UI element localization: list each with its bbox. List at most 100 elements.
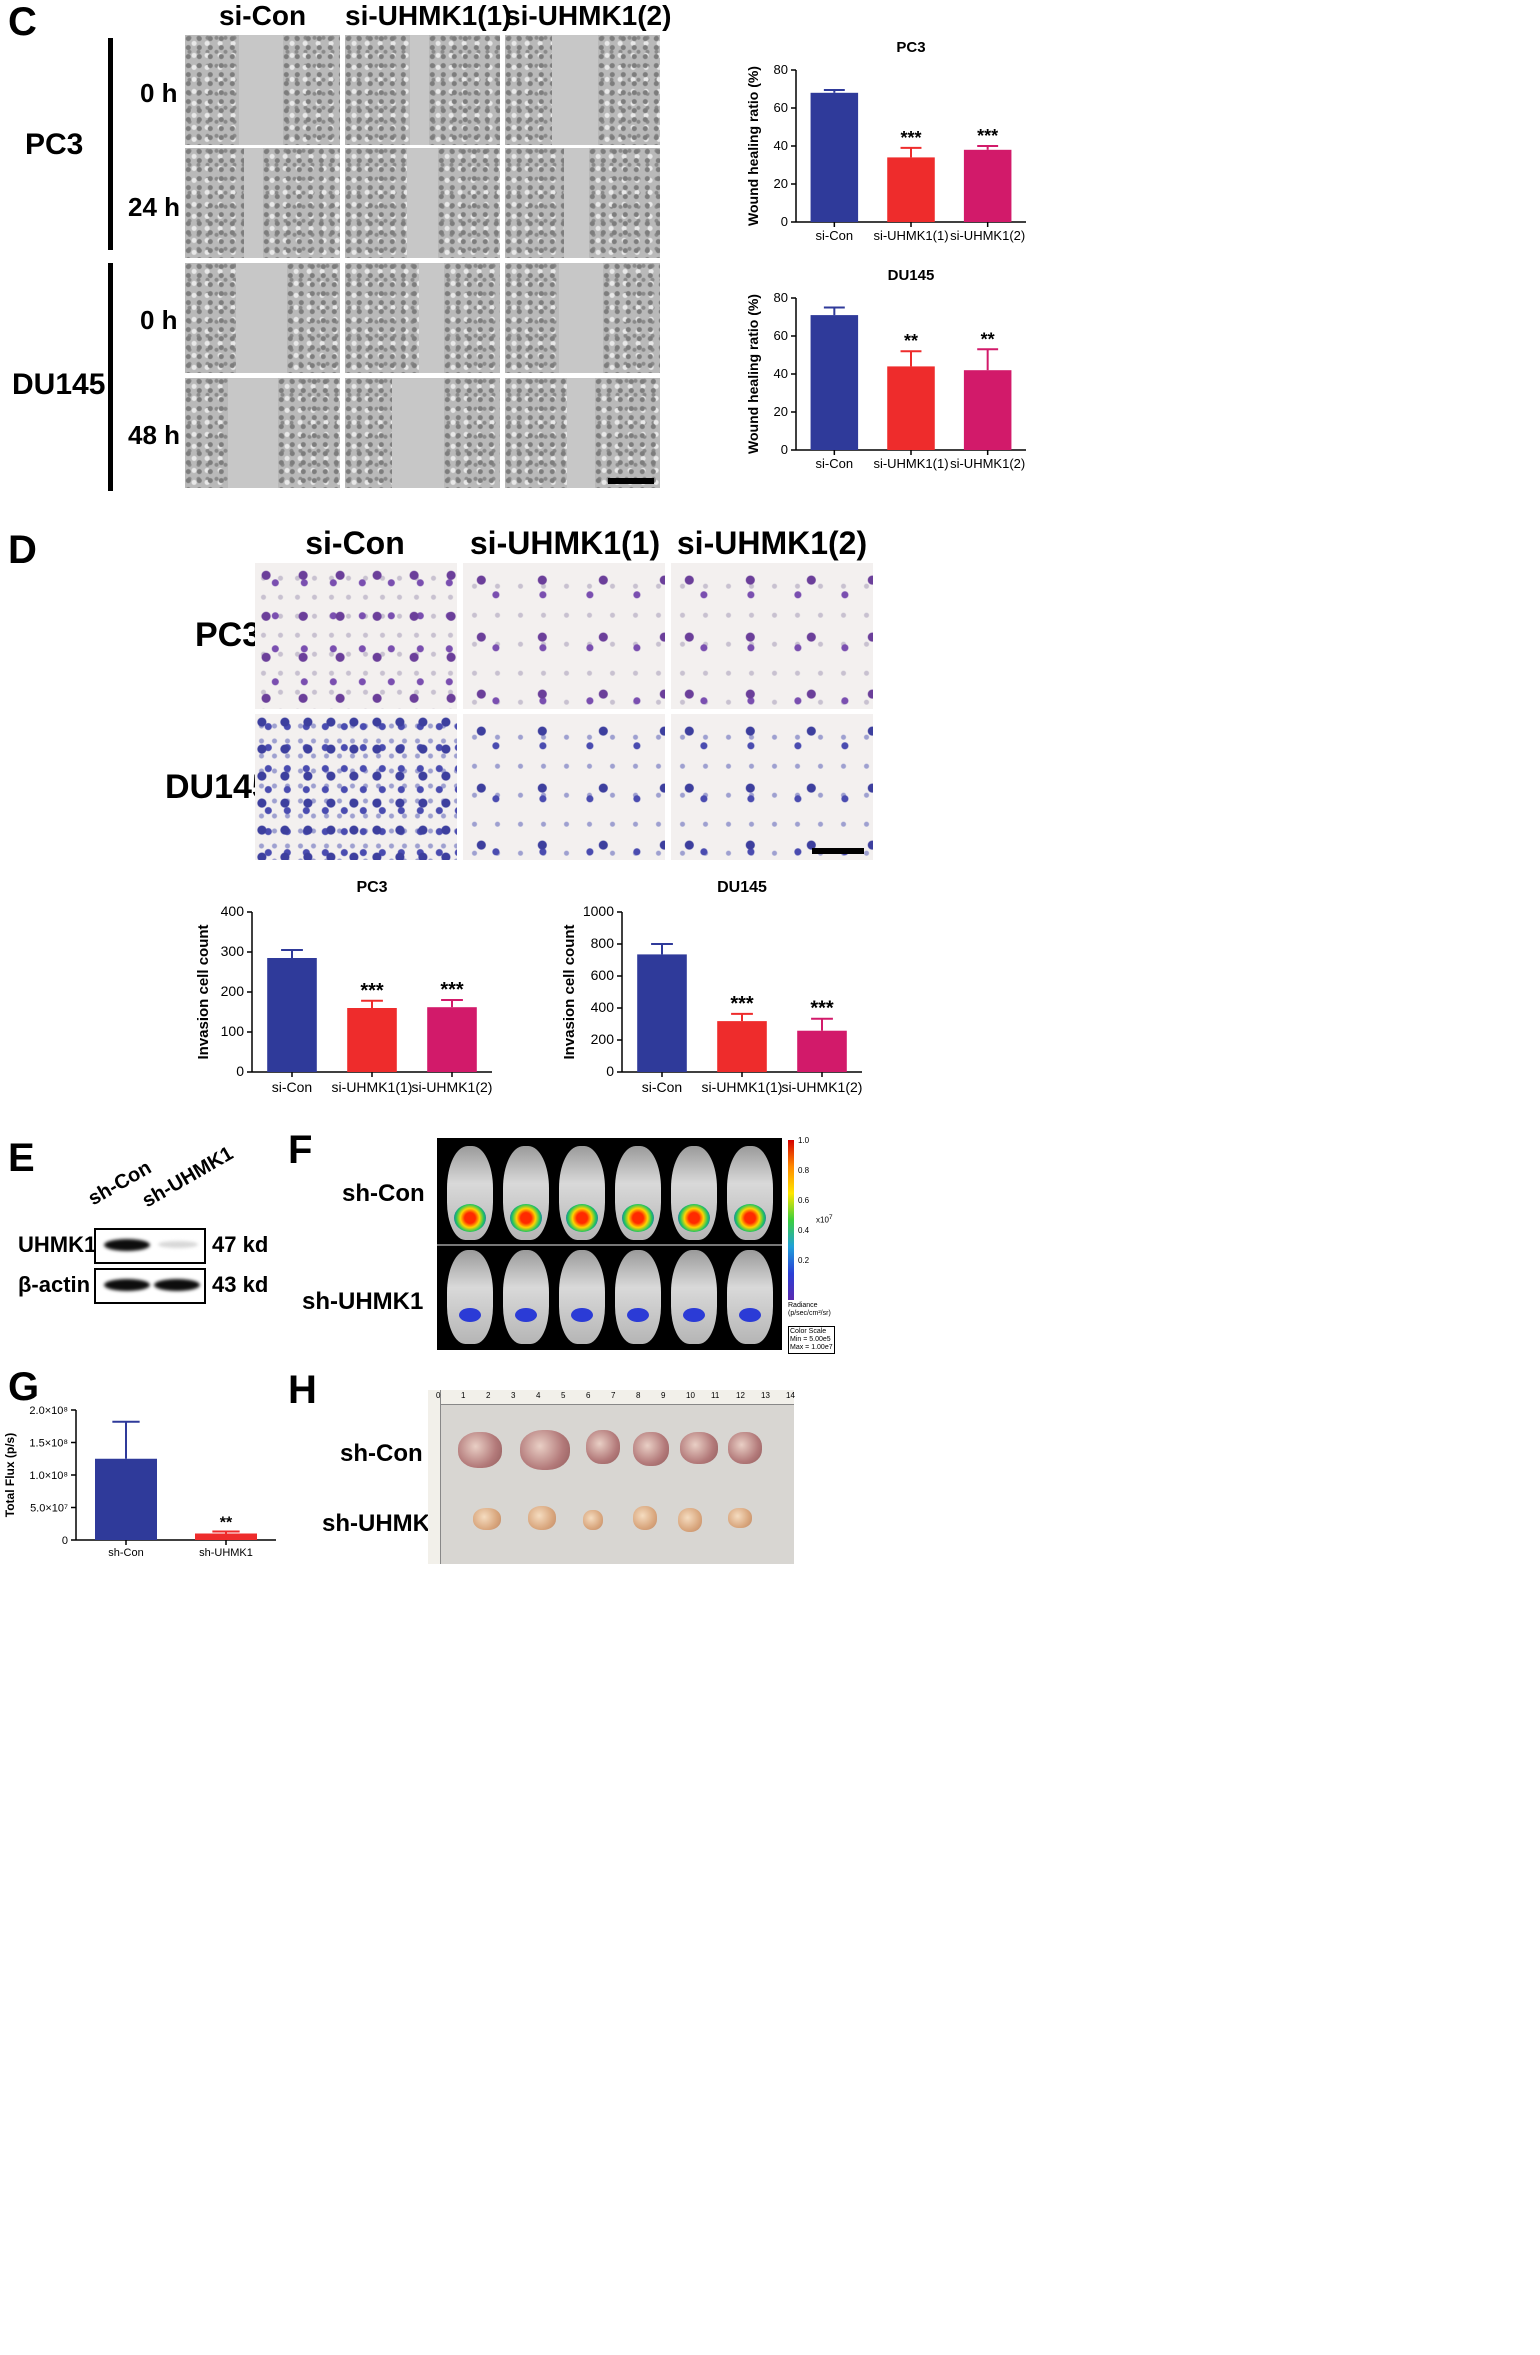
significance-mark: *** <box>900 128 921 148</box>
blot-size-actin: 43 kd <box>212 1272 269 1297</box>
wound-image-du145-0h-si-uhmk1-1 <box>345 263 500 373</box>
tumor-signal-strong <box>510 1204 542 1232</box>
colorbar-tick-label: 1.0 <box>798 1136 810 1145</box>
blot-protein-uhmk1: UHMK1 <box>18 1232 97 1257</box>
ruler-number: 9 <box>661 1391 666 1400</box>
tumor-sh-con <box>633 1432 669 1466</box>
tumor-sh-con <box>728 1432 762 1464</box>
wound-image-du145-48h-si-uhmk1-1 <box>345 378 500 488</box>
ruler-number: 5 <box>561 1391 566 1400</box>
wound-col-header-si-uhmk1-2: si-UHMK1(2) <box>505 0 672 31</box>
mouse-sh-uhmk1 <box>503 1250 549 1344</box>
y-axis-label: Invasion cell count <box>195 924 212 1059</box>
bar-si-Con <box>637 954 687 1072</box>
tumor-signal-weak <box>515 1308 537 1322</box>
x-tick-label: si-UHMK1(2) <box>412 1079 493 1095</box>
blot-actin-strip <box>94 1268 206 1304</box>
tumor-sh-uhmk1 <box>633 1506 657 1530</box>
y-tick-label: 1.5×10⁸ <box>29 1438 68 1450</box>
color-scale-box: Color Scale Min = 5.00e5 Max = 1.00e7 <box>788 1326 835 1354</box>
y-tick-label: 0 <box>781 214 788 229</box>
chart-title: PC3 <box>896 39 925 56</box>
y-tick-label: 0 <box>606 1063 614 1079</box>
bar-sh-Con <box>95 1458 157 1540</box>
y-tick-label: 60 <box>774 328 788 343</box>
y-axis-label: Wound healing ratio (%) <box>745 66 761 226</box>
y-axis-label: Wound healing ratio (%) <box>745 294 761 454</box>
colorbar-tick-label: 0.2 <box>798 1256 810 1265</box>
chart-wound-pc3: PC3 Wound healing ratio (%) 0 20 40 60 80 si-Co… <box>745 39 1026 243</box>
wound-col-header-si-con: si-Con <box>218 0 307 31</box>
bioluminescence-image-panel <box>437 1138 782 1350</box>
tumor-signal-weak <box>459 1308 481 1322</box>
tumor-ruler-photo: 0 1 2 3 4 5 6 7 8 9 10 11 12 13 14 <box>428 1390 795 1564</box>
y-tick-label: 20 <box>774 404 788 419</box>
y-tick-label: 0 <box>236 1063 244 1079</box>
mouse-sh-uhmk1 <box>615 1250 661 1344</box>
time-label-du145-48h: 48 h <box>128 420 181 450</box>
tumor-sh-uhmk1 <box>678 1508 702 1532</box>
time-label-du145-0h: 0 h <box>140 305 178 335</box>
blot-size-uhmk1: 47 kd <box>212 1232 269 1257</box>
y-tick-label: 5.0×10⁷ <box>30 1503 68 1515</box>
colorbar-tick-label: 0.6 <box>798 1196 810 1205</box>
tumor-signal-strong <box>454 1204 486 1232</box>
tumor-sh-uhmk1 <box>528 1506 556 1530</box>
x-tick-label: sh-UHMK1 <box>199 1547 253 1559</box>
tumor-signal-strong <box>678 1204 710 1232</box>
ruler-number: 2 <box>486 1391 491 1400</box>
y-tick-label: 800 <box>591 935 615 951</box>
x-tick-label: si-UHMK1(2) <box>950 456 1025 471</box>
time-label-pc3-24h: 24 h <box>128 192 181 222</box>
tumor-row-label-sh-uhmk1: sh-UHMK1 <box>322 1510 444 1537</box>
wound-row-label-pc3: PC3 <box>25 128 84 161</box>
imaging-row-divider <box>437 1244 782 1246</box>
x-tick-label: si-Con <box>816 456 854 471</box>
y-tick-label: 400 <box>221 903 245 919</box>
pc3-bracket-line <box>108 38 113 250</box>
y-tick-label: 2.0×10⁸ <box>29 1405 68 1417</box>
bar-si-UHMK1(1) <box>347 1008 397 1072</box>
x-tick-label: si-UHMK1(1) <box>332 1079 413 1095</box>
significance-mark: ** <box>904 331 918 351</box>
x-tick-label: si-UHMK1(1) <box>873 456 948 471</box>
significance-mark: *** <box>977 126 998 146</box>
bar-si-UHMK1(1) <box>887 366 935 450</box>
tumor-signal-weak <box>627 1308 649 1322</box>
imaging-row-label-sh-con: sh-Con <box>342 1180 425 1207</box>
tumor-sh-con <box>520 1430 570 1470</box>
x-tick-label: si-UHMK1(2) <box>950 228 1025 243</box>
wound-image-pc3-0h-si-con <box>185 35 340 145</box>
blot-protein-beta-actin: β-actin <box>18 1272 91 1297</box>
y-tick-label: 300 <box>221 943 245 959</box>
ruler-number: 11 <box>711 1391 720 1400</box>
mouse-sh-uhmk1 <box>447 1250 493 1344</box>
invasion-col-header-si-con: si-Con <box>305 525 405 561</box>
x-tick-label: si-UHMK1(1) <box>702 1079 783 1095</box>
y-tick-label: 40 <box>774 138 788 153</box>
transwell-pc3-si-con <box>255 563 457 709</box>
chart-wound-du145: DU145 Wound healing ratio (%) 0 20 40 60 80 si-… <box>745 267 1026 471</box>
imaging-row-label-sh-uhmk1: sh-UHMK1 <box>302 1288 424 1315</box>
transwell-pc3-si-uhmk1-2 <box>671 563 873 709</box>
blot-band-uhmk1-sh-uhmk1 <box>158 1241 198 1248</box>
mouse-sh-uhmk1 <box>559 1250 605 1344</box>
bar-si-UHMK1(2) <box>963 149 1012 222</box>
y-tick-label: 200 <box>221 983 245 999</box>
y-axis-label: Invasion cell count <box>561 924 578 1059</box>
invasion-scale-bar <box>812 848 864 854</box>
x-tick-label: si-Con <box>816 228 854 243</box>
tumor-signal-strong <box>566 1204 598 1232</box>
ruler-number: 6 <box>586 1391 591 1400</box>
y-tick-label: 40 <box>774 366 788 381</box>
tumor-signal-strong <box>734 1204 766 1232</box>
ruler-number: 3 <box>511 1391 516 1400</box>
y-axis-label: Total Flux (p/s) <box>3 1433 17 1517</box>
invasion-row-label-du145: DU145 <box>165 768 271 806</box>
wound-image-du145-48h-si-con <box>185 378 340 488</box>
ruler-number: 7 <box>611 1391 616 1400</box>
ruler-number: 13 <box>761 1391 770 1400</box>
tumor-sh-uhmk1 <box>473 1508 501 1530</box>
invasion-row-label-pc3: PC3 <box>195 616 262 654</box>
ruler-top <box>428 1390 794 1405</box>
